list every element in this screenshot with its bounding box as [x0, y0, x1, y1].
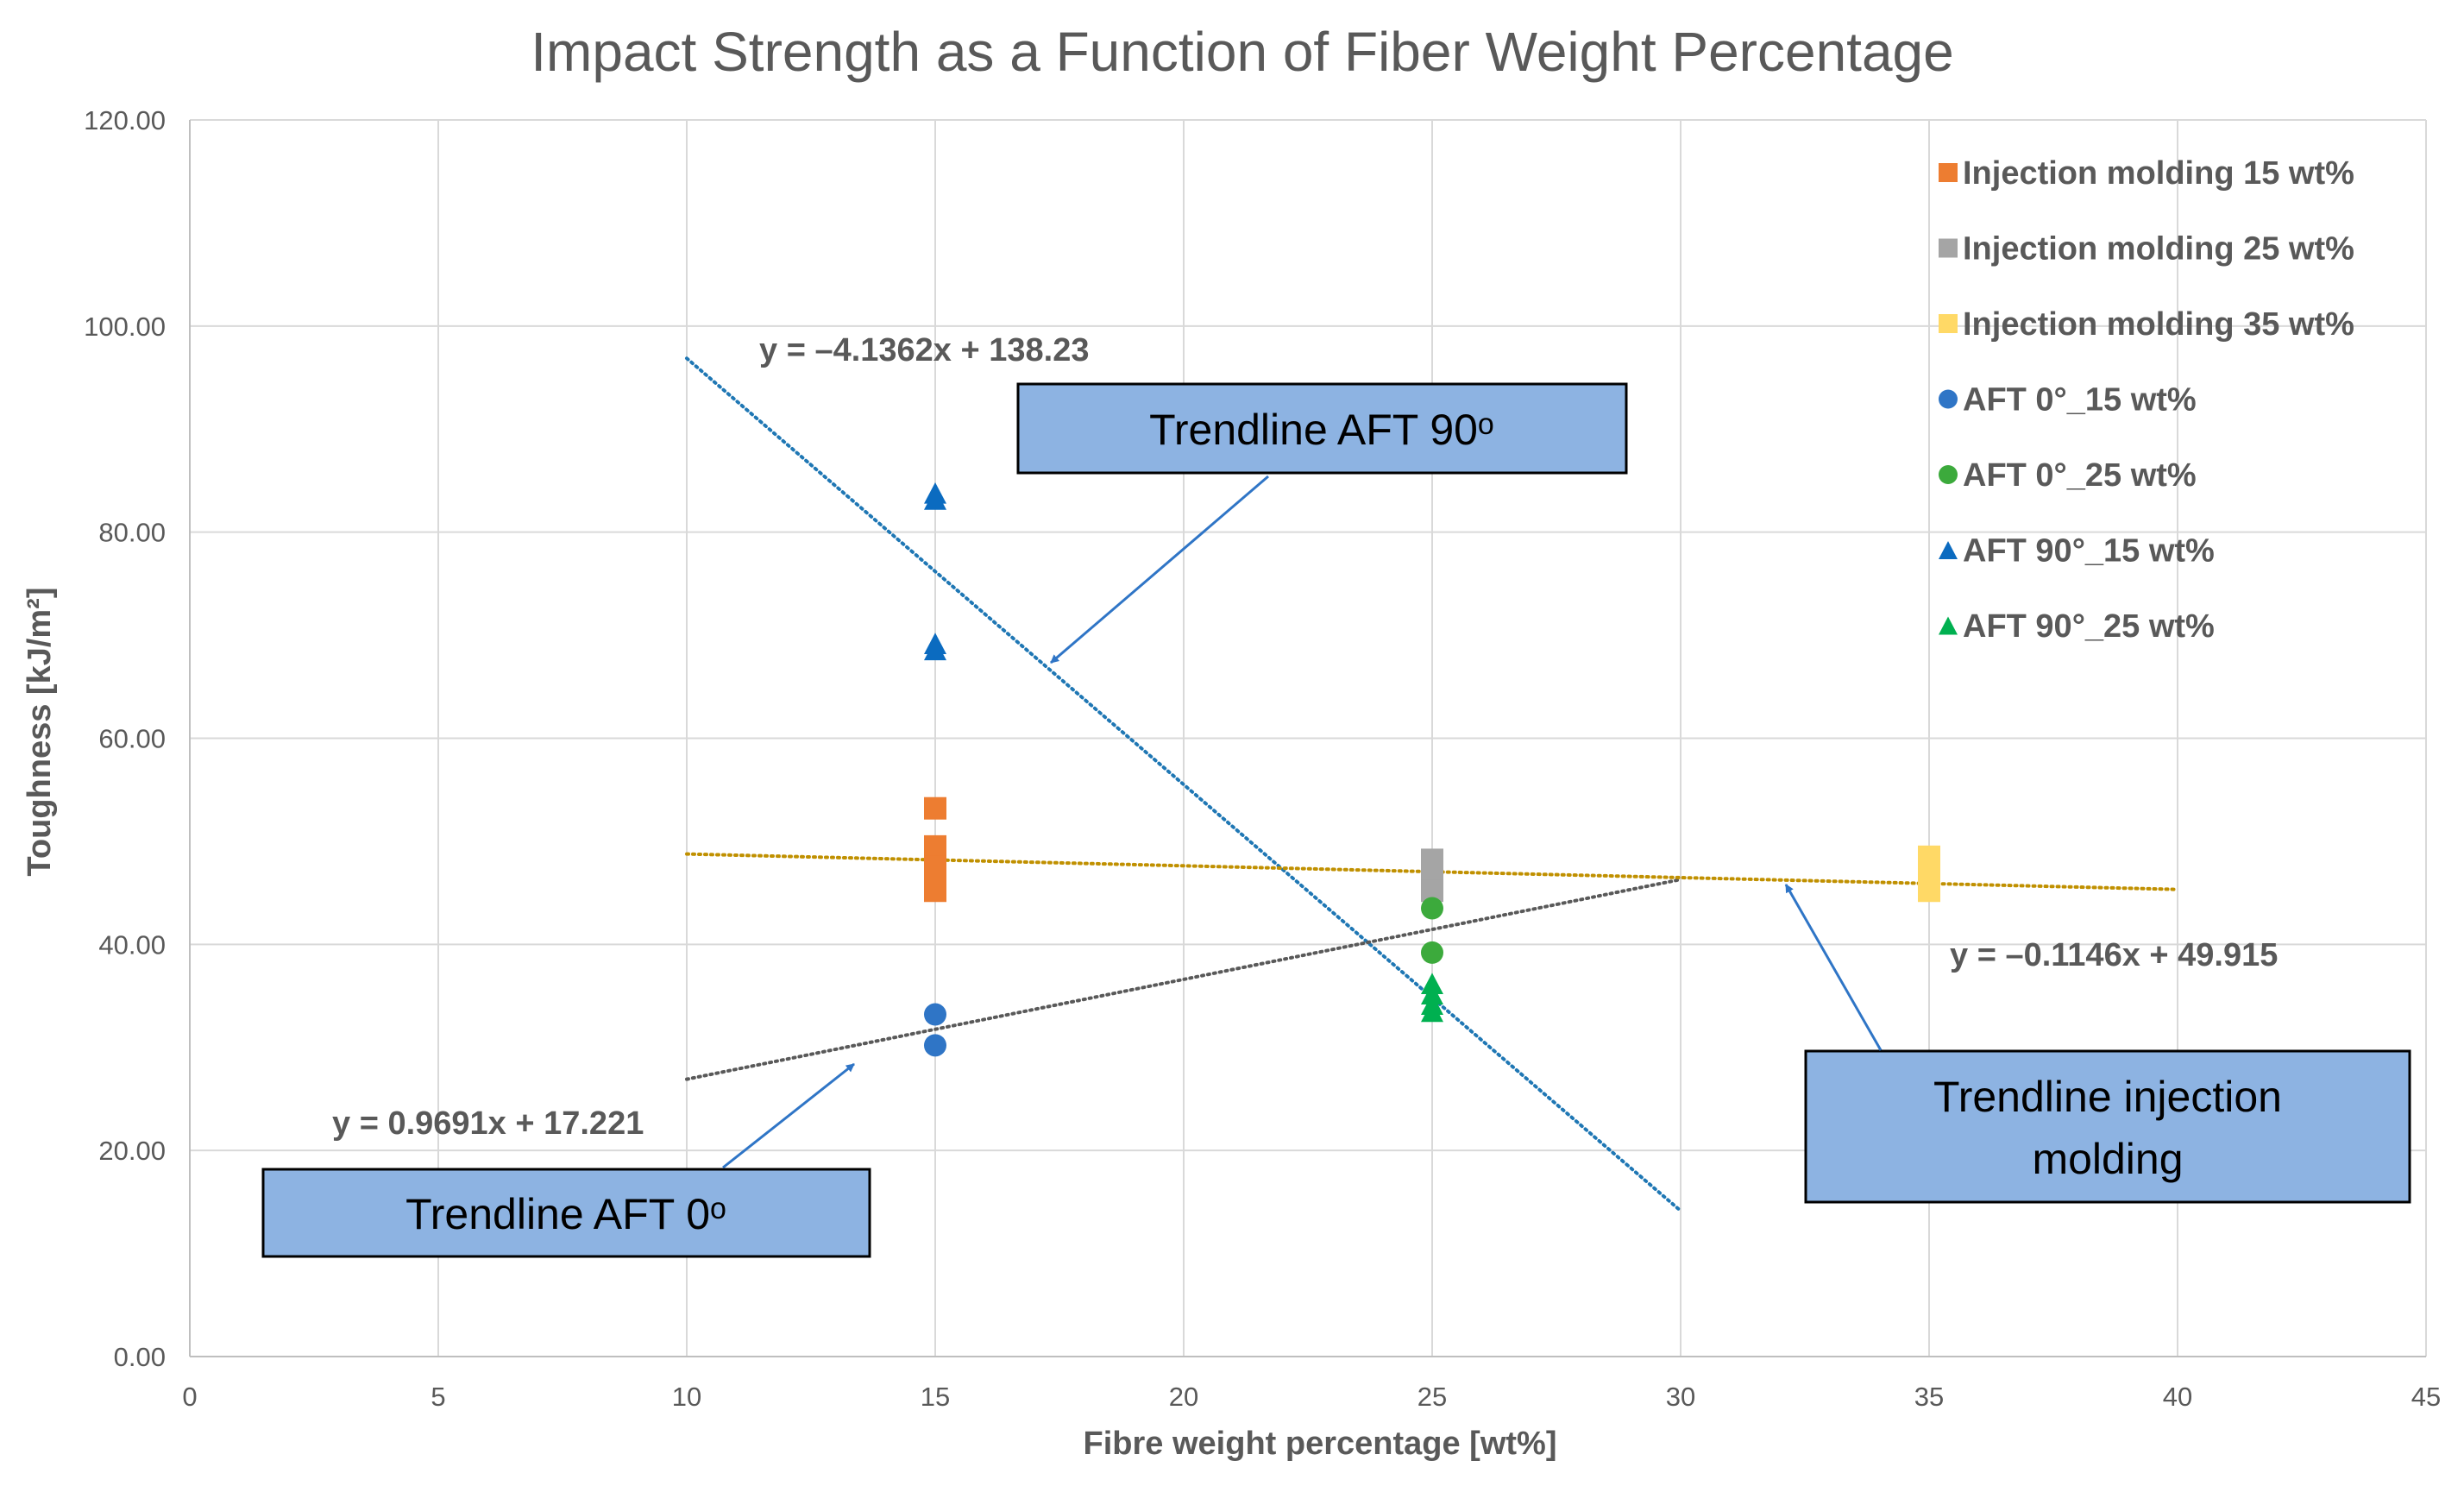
- legend-marker: [1939, 541, 1958, 559]
- x-tick-label: 35: [1914, 1382, 1944, 1412]
- trendline: [685, 356, 1682, 1213]
- data-point: [924, 879, 946, 903]
- data-point: [1421, 1000, 1443, 1023]
- x-tick-label: 45: [2411, 1382, 2441, 1412]
- x-tick-label: 15: [921, 1382, 950, 1412]
- data-point: [924, 1003, 946, 1026]
- legend-entry: Injection molding 25 wt%: [1963, 231, 2354, 268]
- x-tick-label: 20: [1169, 1382, 1198, 1412]
- y-tick-label: 120.00: [84, 105, 166, 135]
- equation-aft-0: y = 0.9691x + 17.221: [332, 1105, 644, 1142]
- y-tick-labels: 0.00 20.00 40.00 60.00 80.00 100.00 120.00: [84, 105, 166, 1372]
- x-tick-label: 25: [1417, 1382, 1447, 1412]
- trendline: [685, 878, 1682, 1081]
- x-tick-label: 40: [2163, 1382, 2192, 1412]
- y-tick-label: 60.00: [98, 724, 166, 754]
- callout-im-line-1: Trendline injection: [1933, 1073, 2282, 1121]
- legend-marker: [1939, 163, 1958, 182]
- y-tick-label: 40.00: [98, 929, 166, 960]
- y-tick-label: 100.00: [84, 312, 166, 342]
- legend-entry: AFT 0°_15 wt%: [1963, 382, 2197, 419]
- data-point: [924, 1034, 946, 1057]
- data-point: [1421, 941, 1443, 964]
- legend-entry: Injection molding 35 wt%: [1963, 306, 2354, 343]
- callout-trendline-aft-90: Trendline AFT 90ᵒ: [1016, 382, 1628, 475]
- y-tick-label: 20.00: [98, 1136, 166, 1166]
- legend-marker: [1939, 238, 1958, 258]
- legend-marker: [1939, 465, 1958, 484]
- legend: Injection molding 15 wt% Injection moldin…: [1939, 155, 2354, 645]
- x-axis-label: Fibre weight percentage [wt%]: [1084, 1426, 1557, 1462]
- legend-entry: AFT 90°_15 wt%: [1963, 533, 2215, 570]
- x-tick-label: 5: [431, 1382, 445, 1412]
- axes: [189, 120, 2426, 1357]
- legend-marker: [1939, 389, 1958, 409]
- legend-entry: AFT 90°_25 wt%: [1963, 608, 2215, 645]
- data-point: [1421, 897, 1443, 920]
- callout-im-line-2: molding: [2032, 1135, 2183, 1183]
- legend-entry: Injection molding 15 wt%: [1963, 155, 2354, 192]
- y-tick-label: 0.00: [114, 1342, 166, 1372]
- legend-entry: AFT 0°_25 wt%: [1963, 457, 2197, 494]
- data-point: [1918, 879, 1940, 903]
- data-point: [924, 834, 946, 858]
- x-tick-label: 0: [182, 1382, 197, 1412]
- x-tick-labels: 0 5 10 15 20 25 30 35 40 45: [182, 1382, 2441, 1412]
- callout-trendline-aft-0: Trendline AFT 0ᵒ: [261, 1168, 871, 1258]
- arrow-aft-0: [722, 1062, 855, 1169]
- x-tick-label: 10: [672, 1382, 701, 1412]
- data-points: [924, 482, 1940, 1057]
- grid-lines: [190, 119, 2427, 1357]
- chart-title: Impact Strength as a Function of Fiber W…: [531, 21, 1953, 83]
- callout-aft-90-text: Trendline AFT 90ᵒ: [1149, 406, 1494, 454]
- arrow-injection-molding: [1784, 884, 1883, 1051]
- callout-trendline-injection-molding: Trendline injection molding: [1804, 1049, 2411, 1204]
- data-point: [924, 639, 946, 661]
- legend-marker: [1939, 314, 1958, 333]
- callout-aft-0-text: Trendline AFT 0ᵒ: [405, 1190, 726, 1238]
- data-point: [924, 797, 946, 820]
- equation-aft-90: y = –4.1362x + 138.23: [759, 332, 1089, 368]
- y-tick-label: 80.00: [98, 518, 166, 548]
- data-point: [924, 488, 946, 510]
- x-tick-label: 30: [1666, 1382, 1695, 1412]
- arrow-aft-90: [1050, 475, 1269, 664]
- legend-marker: [1939, 616, 1958, 635]
- equation-injection-molding: y = –0.1146x + 49.915: [1950, 937, 2278, 973]
- y-axis-label: Toughness [kJ/m²]: [22, 588, 58, 877]
